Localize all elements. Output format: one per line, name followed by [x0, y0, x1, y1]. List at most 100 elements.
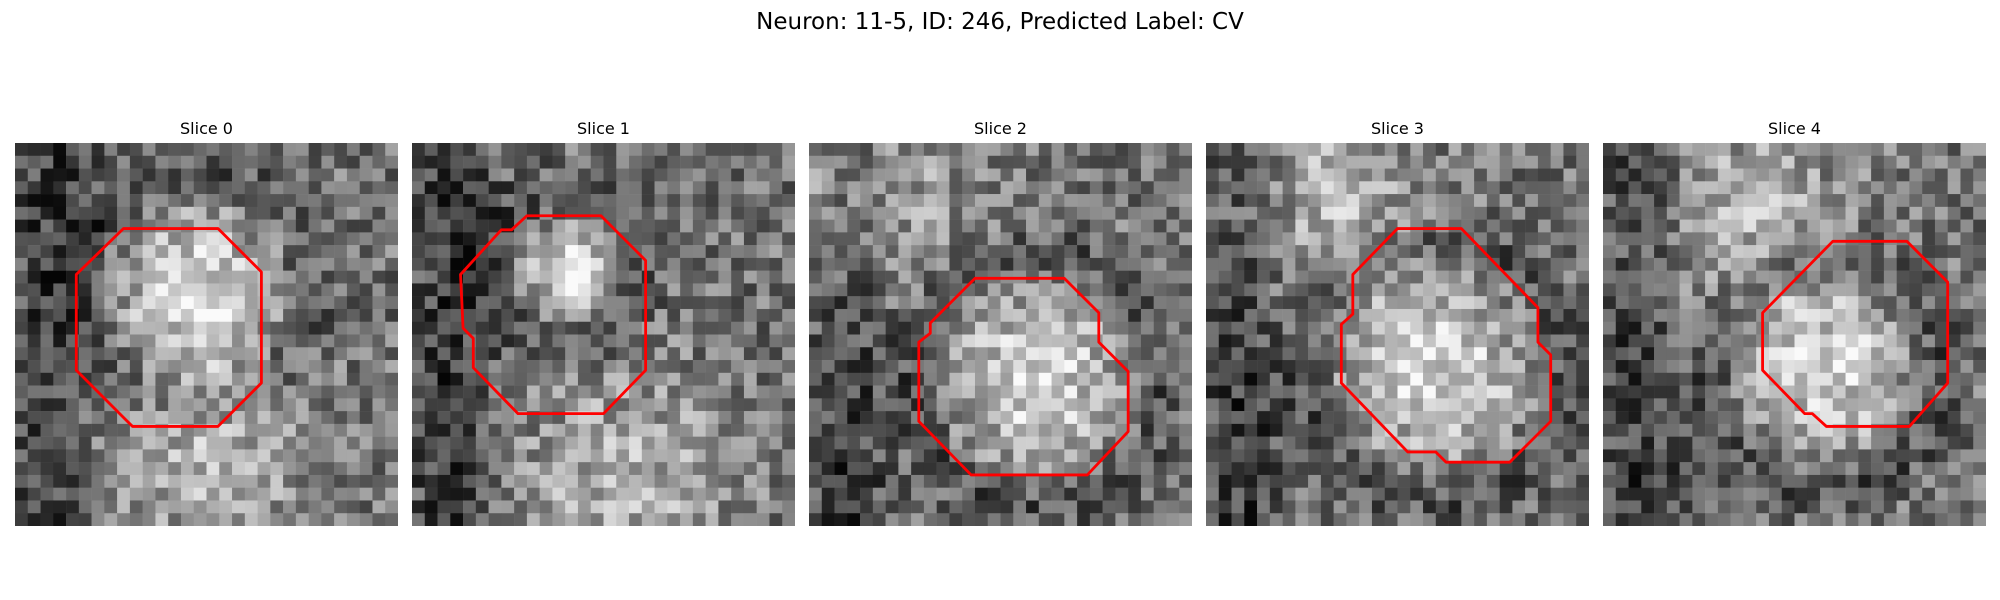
pixel [321, 500, 335, 514]
pixel [257, 385, 271, 399]
pixel [641, 232, 655, 246]
pixel [1871, 155, 1885, 169]
pixel [1537, 513, 1551, 526]
pixel [769, 219, 783, 233]
pixel [1871, 360, 1885, 374]
pixel [1922, 372, 1936, 386]
pixel [756, 462, 770, 476]
pixel [372, 257, 386, 271]
pixel [743, 155, 757, 169]
pixel [641, 194, 655, 208]
pixel [168, 257, 182, 271]
pixel [1179, 487, 1192, 501]
pixel [731, 219, 745, 233]
pixel [295, 500, 309, 514]
pixel [1820, 270, 1834, 284]
pixel [488, 487, 502, 501]
pixel [1166, 513, 1180, 526]
pixel [667, 411, 681, 425]
pixel [552, 143, 566, 157]
pixel [809, 194, 823, 208]
pixel [603, 194, 617, 208]
pixel [385, 347, 398, 361]
pixel [91, 487, 105, 501]
pixel [1615, 270, 1629, 284]
pixel [847, 206, 861, 220]
pixel [1026, 449, 1040, 463]
pixel [1269, 334, 1283, 348]
pixel [437, 181, 451, 195]
pixel [450, 206, 464, 220]
pixel [898, 155, 912, 169]
pixel [1206, 245, 1220, 259]
pixel [1883, 449, 1897, 463]
pixel [1371, 436, 1385, 450]
pixel [117, 423, 131, 437]
pixel [552, 321, 566, 335]
pixel [962, 487, 976, 501]
pixel [295, 168, 309, 182]
pixel [475, 308, 489, 322]
pixel [283, 360, 297, 374]
pixel [603, 385, 617, 399]
pixel [1820, 474, 1834, 488]
pixel [514, 308, 528, 322]
pixel [1858, 270, 1872, 284]
pixel [1384, 449, 1398, 463]
pixel [334, 181, 348, 195]
pixel [885, 283, 899, 297]
pixel [1896, 206, 1910, 220]
pixel [1883, 385, 1897, 399]
pixel [450, 462, 464, 476]
pixel [974, 411, 988, 425]
pixel [1166, 474, 1180, 488]
pixel [1179, 155, 1192, 169]
pixel [232, 283, 246, 297]
pixel [577, 168, 591, 182]
pixel [142, 143, 156, 157]
pixel [1973, 462, 1986, 476]
pixel [1692, 385, 1706, 399]
pixel [270, 194, 284, 208]
pixel [385, 449, 398, 463]
pixel [219, 423, 233, 437]
pixel [1128, 423, 1142, 437]
pixel [1615, 155, 1629, 169]
pixel [437, 423, 451, 437]
pixel [1308, 296, 1322, 310]
pixel [1512, 321, 1526, 335]
pixel [1308, 372, 1322, 386]
pixel [552, 219, 566, 233]
pixel [1628, 283, 1642, 297]
pixel [1576, 360, 1589, 374]
pixel [923, 181, 937, 195]
pixel [1140, 360, 1154, 374]
pixel [1883, 168, 1897, 182]
pixel [53, 474, 67, 488]
pixel [27, 398, 41, 412]
pixel [743, 296, 757, 310]
pixel [1922, 296, 1936, 310]
pixel [1486, 194, 1500, 208]
pixel [782, 270, 795, 284]
pixel [782, 423, 795, 437]
pixel [91, 283, 105, 297]
pixel [692, 423, 706, 437]
pixel [1654, 462, 1668, 476]
pixel [1140, 283, 1154, 297]
pixel [1269, 372, 1283, 386]
pixel [1563, 219, 1577, 233]
pixel [295, 296, 309, 310]
pixel [962, 194, 976, 208]
pixel [1781, 334, 1795, 348]
pixel [565, 513, 579, 526]
pixel [488, 206, 502, 220]
pixel [129, 206, 143, 220]
pixel [1909, 474, 1923, 488]
pixel [1474, 411, 1488, 425]
pixel [641, 245, 655, 259]
pixel [1717, 168, 1731, 182]
pixel [1371, 360, 1385, 374]
pixel [257, 181, 271, 195]
pixel [1781, 270, 1795, 284]
